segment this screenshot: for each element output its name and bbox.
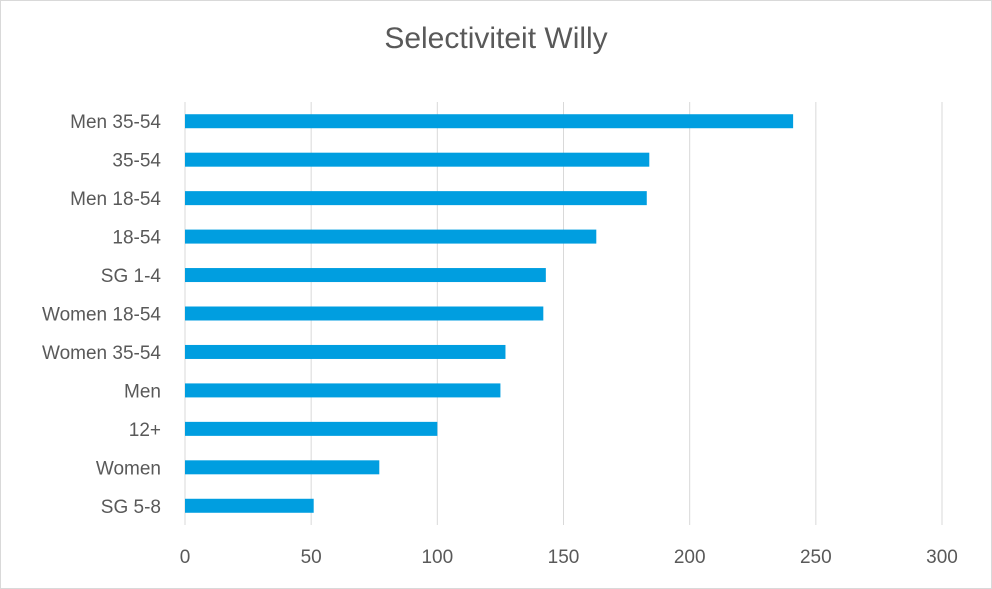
chart-title: Selectiviteit Willy	[384, 22, 608, 55]
bar	[185, 498, 314, 513]
bar	[185, 114, 794, 129]
x-tick-label: 100	[421, 547, 453, 568]
x-tick-label: 50	[301, 547, 322, 568]
category-label: Men 18-54	[70, 189, 161, 210]
bar	[185, 152, 650, 167]
x-tick-label: 300	[926, 547, 958, 568]
bar	[185, 460, 380, 475]
bar	[185, 268, 546, 283]
x-tick-label: 0	[180, 547, 191, 568]
bar	[185, 421, 438, 436]
bar	[185, 344, 506, 359]
x-tick-label: 200	[674, 547, 706, 568]
category-label: 35-54	[112, 151, 161, 172]
bar	[185, 306, 544, 321]
category-label: Women 35-54	[42, 343, 161, 364]
category-label: SG 1-4	[101, 266, 162, 287]
x-tick-label: 250	[800, 547, 832, 568]
bar	[185, 383, 501, 398]
bar	[185, 229, 597, 244]
category-label: SG 5-8	[101, 497, 161, 518]
category-label: Women	[96, 458, 161, 479]
bar	[185, 191, 647, 206]
category-label: 12+	[129, 420, 161, 441]
category-label: Men	[124, 381, 161, 402]
x-tick-label: 150	[548, 547, 580, 568]
category-label: Women 18-54	[42, 305, 161, 326]
category-label: 18-54	[112, 228, 161, 249]
category-label: Men 35-54	[70, 112, 161, 133]
